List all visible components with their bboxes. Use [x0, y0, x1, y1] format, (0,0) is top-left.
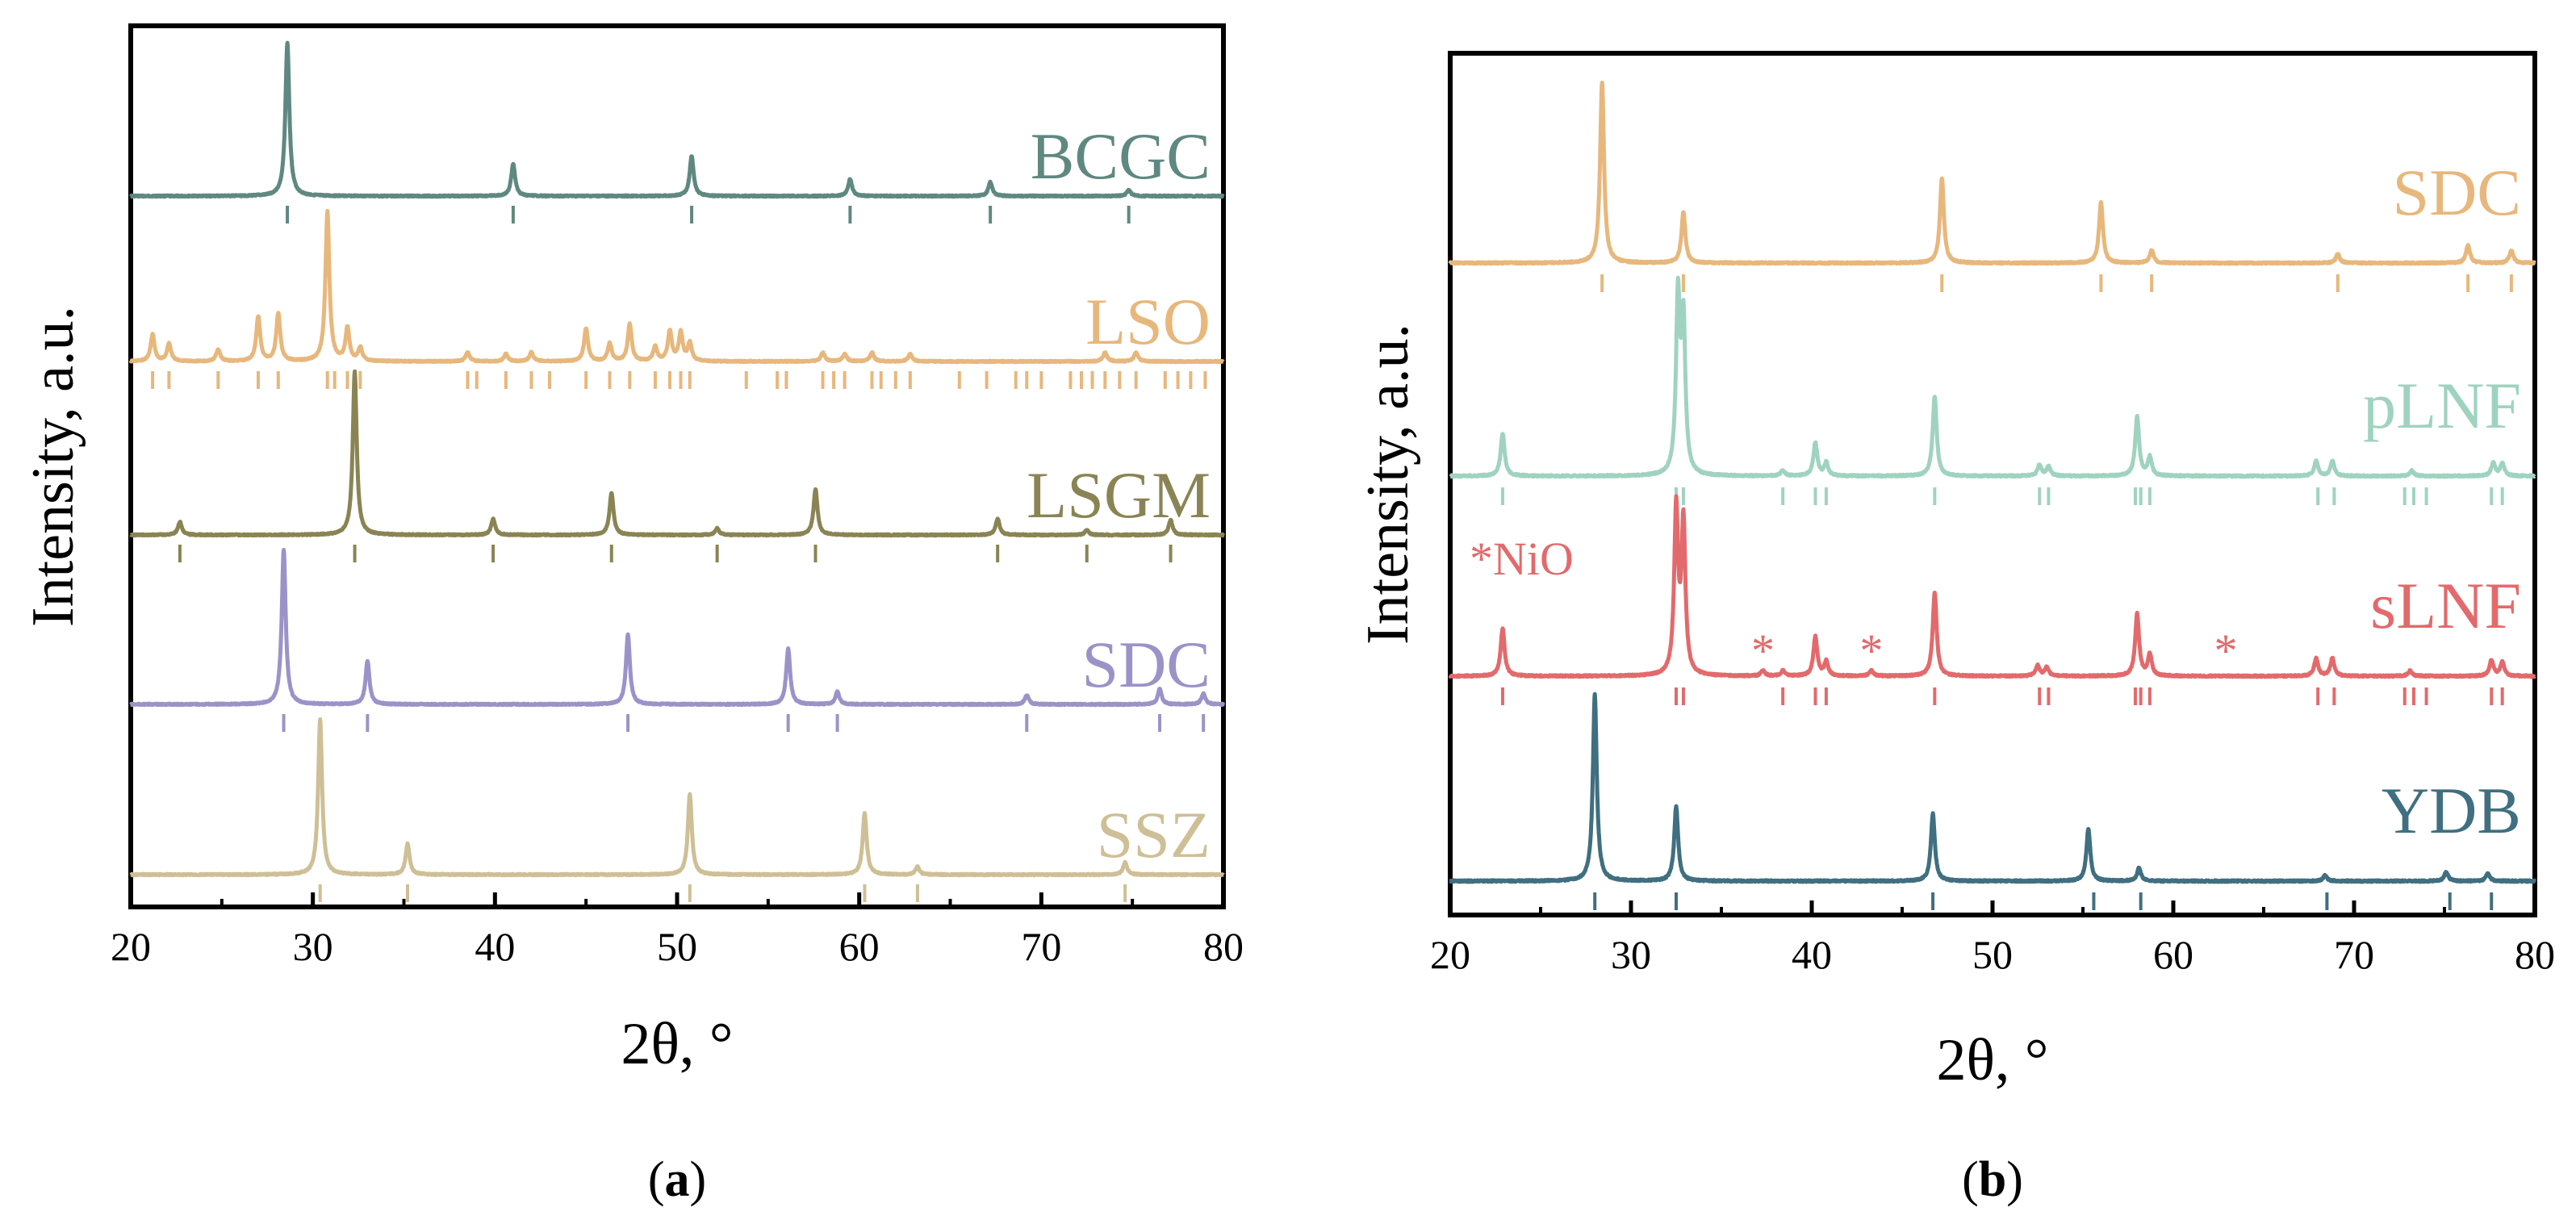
- x-tick-label: 80: [1203, 924, 1244, 969]
- x-tick-label: 80: [2515, 932, 2555, 977]
- series-line-plnf: [1448, 275, 2537, 479]
- series-ssz: SSZ: [129, 717, 1225, 902]
- impurity-marker: *: [1751, 625, 1775, 677]
- x-axis-title-b: 2θ, °: [1936, 1027, 2048, 1093]
- traces-a: BCGC LSO LSGM SDC SSZ: [128, 40, 1226, 902]
- x-tick-label: 20: [1430, 932, 1470, 977]
- series-label: pLNF: [2363, 369, 2521, 442]
- series-bcgc: BCGC: [129, 40, 1225, 224]
- panel-a: BCGC LSO LSGM SDC SSZ 20 30 40 50 60 70 80 2θ, ° I…: [20, 23, 1244, 1207]
- x-tick-label: 30: [293, 924, 333, 969]
- series-label: YDB: [2382, 774, 2521, 847]
- series-line-lsgm: [129, 369, 1225, 538]
- series-label: LSO: [1085, 285, 1211, 358]
- impurity-marker: *: [2214, 625, 2237, 677]
- x-tick-label: 60: [2153, 932, 2193, 977]
- x-tick-label: 40: [475, 924, 515, 969]
- x-tick-label: 60: [839, 924, 880, 969]
- series-label: BCGC: [1031, 119, 1211, 193]
- x-tick-label: 70: [1021, 924, 1061, 969]
- x-axis-a: 20 30 40 50 60 70 80: [111, 892, 1244, 969]
- annotation-nio: *NiO: [1470, 533, 1574, 585]
- series-plnf: pLNF: [1448, 275, 2537, 505]
- series-line-bcgc: [129, 40, 1225, 199]
- y-axis-title-a: Intensity, a.u.: [20, 306, 86, 627]
- x-tick-label: 50: [1972, 932, 2013, 977]
- series-sdc: SDC: [1448, 80, 2537, 292]
- panel-b: SDC pLNF sLNF * * * YDB *NiO 20 30 40 50 60 70 80 2θ,…: [1355, 51, 2555, 1207]
- impurity-marker: *: [1859, 625, 1883, 677]
- series-line-lso: [128, 209, 1225, 365]
- series-line-sdc: [1448, 80, 2537, 266]
- series-label: SSZ: [1097, 798, 1211, 871]
- series-sdc: SDC: [129, 548, 1226, 732]
- series-lsgm: LSGM: [129, 369, 1225, 562]
- y-axis-title-b: Intensity, a.u.: [1355, 324, 1421, 645]
- series-line-ssz: [129, 717, 1225, 878]
- series-line-slnf: [1448, 494, 2537, 679]
- plot-frame-b: [1448, 51, 2537, 917]
- panel-caption-a: (a): [648, 1152, 706, 1207]
- x-tick-label: 70: [2334, 932, 2374, 977]
- series-label: SDC: [1081, 628, 1211, 701]
- series-ydb: YDB: [1448, 691, 2537, 910]
- x-tick-label: 30: [1611, 932, 1651, 977]
- series-lso: LSO: [128, 209, 1225, 389]
- x-tick-label: 40: [1792, 932, 1832, 977]
- series-label: LSGM: [1027, 458, 1211, 532]
- x-tick-label: 50: [657, 924, 697, 969]
- traces-b: SDC pLNF sLNF * * * YDB *NiO: [1448, 80, 2537, 910]
- series-line-sdc: [129, 548, 1226, 708]
- series-line-ydb: [1448, 691, 2537, 884]
- panel-caption-b: (b): [1962, 1152, 2023, 1207]
- series-slnf: sLNF * * *: [1448, 494, 2537, 705]
- x-axis-title-a: 2θ, °: [621, 1011, 733, 1077]
- x-axis-b: 20 30 40 50 60 70 80: [1430, 900, 2555, 977]
- x-tick-label: 20: [111, 924, 151, 969]
- series-label: SDC: [2392, 156, 2521, 229]
- series-label: sLNF: [2370, 569, 2521, 642]
